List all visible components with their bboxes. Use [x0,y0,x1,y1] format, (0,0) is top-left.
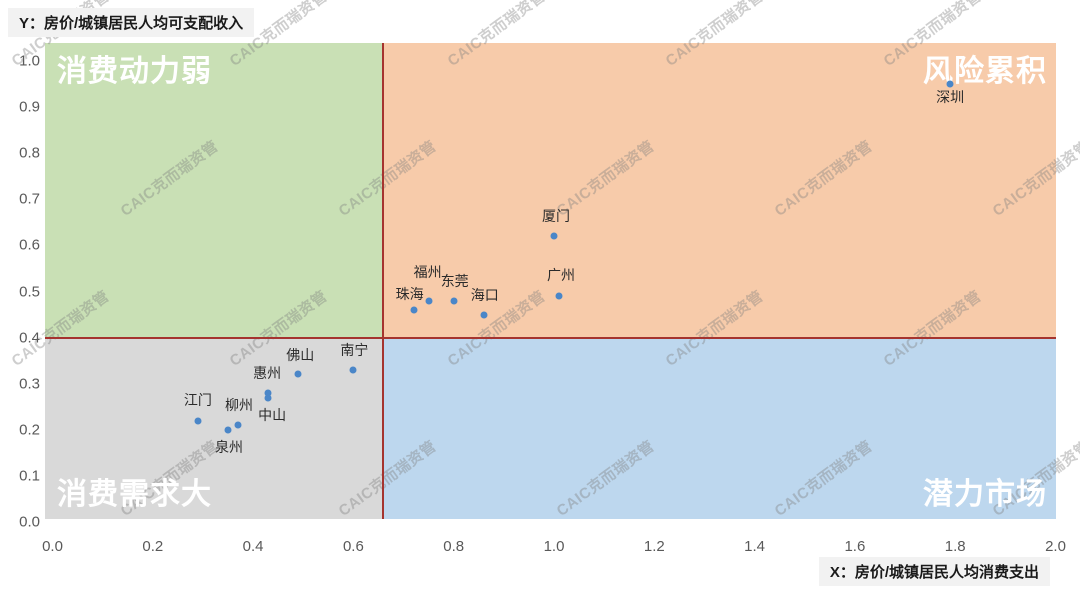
data-point-label: 海口 [470,286,499,303]
quadrant-label-bottom-left: 消费需求大 [57,478,212,511]
y-axis-tick: 0.1 [19,467,40,485]
plot-content: 消费动力弱 风险累积 消费需求大 潜力市场 深圳厦门广州 福州 东莞 珠海 海口南宁 佛山… [45,43,1056,519]
data-point-label: 厦门 [542,208,570,225]
y-axis-tick: 0.4 [19,329,40,347]
y-axis-tick: 0.3 [19,375,40,393]
x-axis-tick: 1.0 [543,538,565,555]
data-point-dot [234,421,242,429]
x-axis-tick: 0.0 [42,538,63,555]
y-axis-tick: 0.0 [19,513,40,531]
y-axis-tick: 0.6 [19,236,40,254]
plot-area [45,43,1056,519]
data-point-dot [425,297,433,305]
x-axis-tick: 1.8 [944,538,966,555]
quadrant-top-right [383,43,1056,338]
x-axis-tick: 0.6 [342,538,364,555]
quadrant-label-bottom-right: 潜力市场 [923,478,1047,511]
data-point-dot [349,366,357,374]
data-point-label: 广州 [547,267,575,284]
data-point-dot [294,370,302,378]
data-point-dot [450,297,458,305]
quadrant-bottom-right [383,337,1056,519]
data-point-dot [480,311,488,319]
data-point-label: 福州 [413,263,442,280]
y-axis-tick: 1.0 [19,52,40,70]
y-axis-tick: 0.2 [19,421,40,439]
quadrant-top-left [45,43,384,338]
quadrant-label-top-right: 风险累积 [923,55,1047,88]
data-point-dot [194,417,202,425]
crosshair-horizontal-line [45,336,1056,339]
y-axis-tick: 0.5 [19,283,40,300]
data-point-label: 惠州 [253,364,282,381]
crosshair-vertical-line [382,43,385,519]
x-axis-title: X：房价/城镇居民人均消费支出 [818,557,1050,586]
data-point-label: 柳州 [225,397,254,414]
data-point-label: 珠海 [395,285,424,302]
data-point-label: 南宁 [340,341,369,358]
x-axis-tick: 2.0 [1045,538,1066,555]
x-axis-tick: 0.2 [142,538,164,555]
data-point-label: 深圳 [936,89,965,106]
quadrant-label-top-left: 消费动力弱 [57,55,212,88]
data-point-dot [410,306,418,314]
data-point-dot [555,292,563,300]
x-axis-tick: 0.4 [242,538,264,555]
y-axis-tick: 0.9 [19,98,40,116]
x-axis-tick: 1.4 [744,538,766,555]
data-point-label: 中山 [258,406,287,423]
data-point-label: 江门 [183,391,212,408]
quadrant-bottom-left [45,337,384,519]
data-point-dot [550,232,558,240]
x-axis-tick: 0.8 [443,538,465,555]
x-axis-tick: 1.2 [643,538,665,555]
y-axis-tick: 0.8 [19,144,40,162]
data-point-dot [224,426,232,434]
data-point-dot [264,389,272,397]
data-point-dot [946,80,954,88]
y-axis-title: Y：房价/城镇居民人均可支配收入 [8,8,255,37]
data-point-label: 佛山 [286,347,315,364]
data-point-dot [264,394,272,402]
data-point-label: 东莞 [440,272,469,289]
data-point-label: 泉州 [215,438,244,455]
x-axis-tick: 1.6 [844,538,866,555]
y-axis-tick: 0.7 [19,190,40,208]
